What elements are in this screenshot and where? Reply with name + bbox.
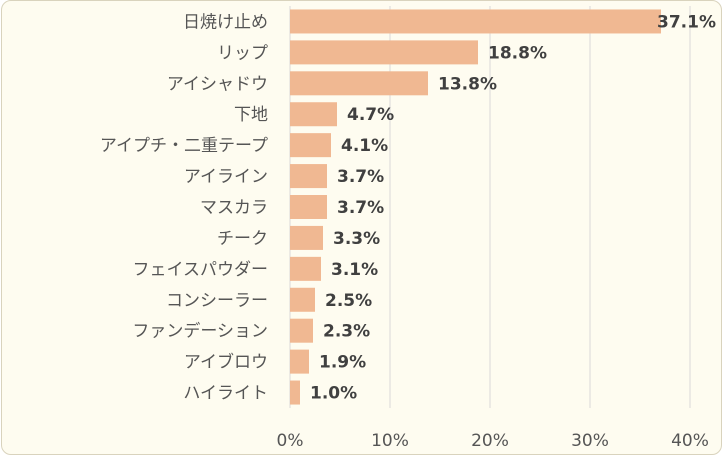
data-label: 4.7% [347,105,394,125]
data-label: 4.1% [341,136,388,156]
x-tick-label: 10% [371,431,409,451]
data-label: 1.0% [310,384,357,404]
bar [290,133,331,158]
data-label: 37.1% [657,12,716,32]
bar [290,71,428,96]
bar [290,9,661,34]
data-label: 3.7% [337,167,384,187]
category-label: アイプチ・二重テープ [100,136,268,156]
bar [290,164,327,189]
bar [290,380,300,405]
x-tick-label: 0% [277,431,304,451]
category-label: アイブロウ [184,352,268,373]
category-label: ハイライト [183,384,268,404]
data-label: 3.3% [333,229,380,249]
bar [290,287,315,312]
data-label: 2.3% [323,322,370,342]
bar [290,256,321,281]
category-label: チーク [217,229,268,249]
data-label: 3.1% [331,260,378,280]
data-label: 1.9% [319,353,366,373]
category-label: フェイスパウダー [133,260,269,280]
bar [290,195,327,219]
category-label: マスカラ [200,198,268,218]
data-label: 3.7% [337,198,384,218]
category-label: アイシャドウ [167,74,268,94]
category-label: リップ [217,43,268,63]
x-tick-label: 40% [671,431,709,451]
bar [290,102,337,127]
data-label: 18.8% [488,43,547,63]
category-label: 日焼け止め [183,12,268,32]
data-label: 13.8% [438,74,497,94]
category-label: ファンデーション [132,321,268,342]
category-label: 下地 [234,105,268,125]
x-tick-label: 30% [571,431,609,451]
bar [290,225,323,250]
bar [290,349,309,374]
x-tick-label: 20% [471,431,509,451]
bar [290,318,313,343]
category-label: アイライン [184,167,268,187]
data-label: 2.5% [325,291,372,311]
category-label: コンシーラー [166,291,268,311]
bar [290,40,478,65]
